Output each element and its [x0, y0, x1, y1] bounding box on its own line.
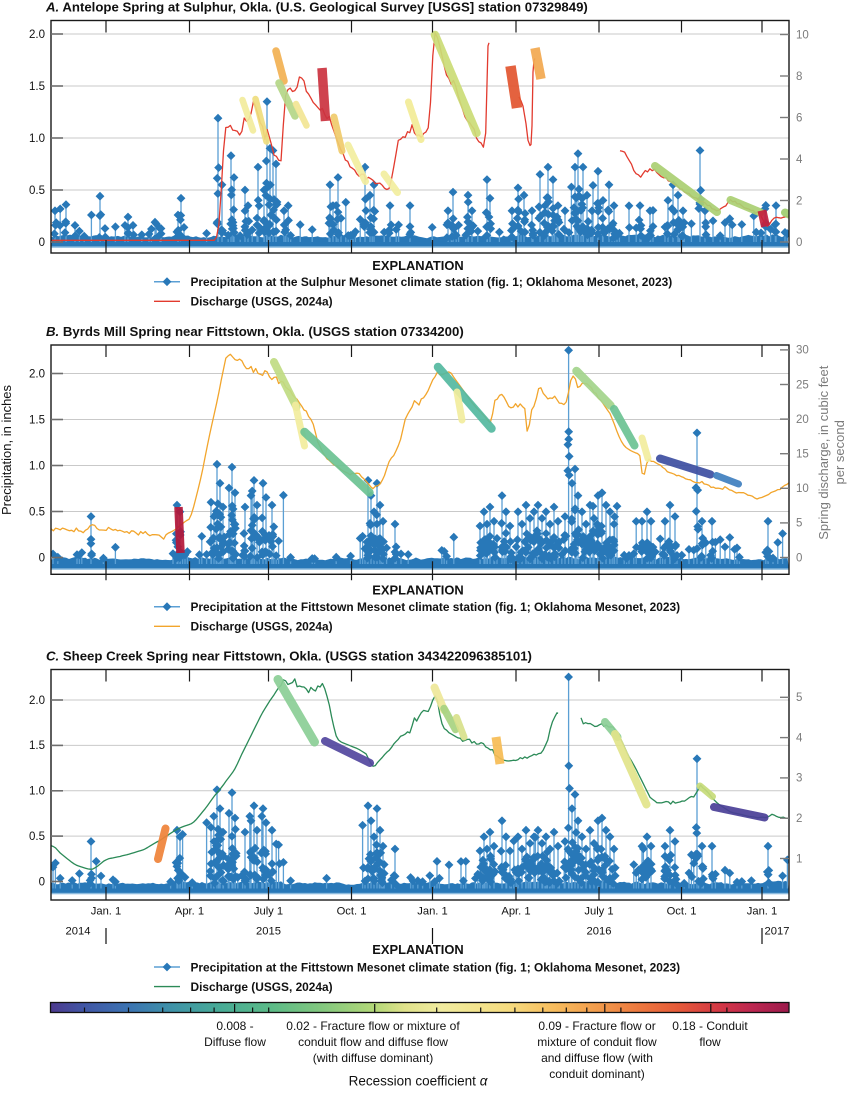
svg-text:10: 10 — [796, 29, 809, 41]
svg-text:0: 0 — [39, 237, 45, 249]
svg-text:Diffuse flow: Diffuse flow — [204, 1035, 266, 1049]
svg-text:2.0: 2.0 — [29, 29, 45, 41]
svg-text:0.5: 0.5 — [29, 506, 45, 518]
svg-text:Jan. 1: Jan. 1 — [747, 906, 777, 918]
svg-text:flow: flow — [699, 1035, 721, 1049]
svg-text:4: 4 — [796, 154, 803, 166]
svg-text:Precipitation at the Sulphur M: Precipitation at the Sulphur Mesonet cli… — [191, 275, 673, 289]
svg-text:5: 5 — [796, 692, 802, 704]
svg-text:Discharge (USGS, 2024a): Discharge (USGS, 2024a) — [191, 620, 333, 634]
svg-text:2014: 2014 — [66, 926, 91, 938]
svg-text:10: 10 — [796, 483, 809, 495]
svg-text:Jan. 1: Jan. 1 — [417, 906, 447, 918]
svg-text:2015: 2015 — [256, 926, 281, 938]
svg-text:2: 2 — [796, 195, 802, 207]
svg-text:1: 1 — [796, 853, 802, 865]
svg-text:and diffuse flow (with: and diffuse flow (with — [541, 1051, 653, 1065]
svg-text:Precipitation, in inches: Precipitation, in inches — [0, 384, 14, 515]
svg-text:C. Sheep Creek Spring near Fit: C. Sheep Creek Spring near Fittstown, Ok… — [46, 649, 532, 664]
svg-text:Oct. 1: Oct. 1 — [337, 906, 367, 918]
svg-text:0.008 -: 0.008 - — [216, 1019, 253, 1033]
svg-text:(with diffuse dominant): (with diffuse dominant) — [313, 1051, 434, 1065]
svg-text:conduit dominant): conduit dominant) — [549, 1067, 644, 1081]
svg-text:3: 3 — [796, 773, 802, 785]
svg-text:Spring discharge, in cubic fee: Spring discharge, in cubic feet — [816, 365, 831, 540]
svg-text:2.0: 2.0 — [29, 695, 45, 707]
svg-text:Oct. 1: Oct. 1 — [667, 906, 697, 918]
svg-text:0.09 - Fracture flow or: 0.09 - Fracture flow or — [538, 1019, 655, 1033]
svg-text:1.0: 1.0 — [29, 133, 45, 145]
svg-text:0: 0 — [796, 237, 802, 249]
svg-text:conduit flow and diffuse flow: conduit flow and diffuse flow — [298, 1035, 448, 1049]
svg-text:0: 0 — [39, 876, 45, 888]
svg-text:Recession coefficient α: Recession coefficient α — [349, 1074, 489, 1089]
svg-text:EXPLANATION: EXPLANATION — [372, 258, 463, 273]
svg-text:0.5: 0.5 — [29, 185, 45, 197]
svg-text:Apr. 1: Apr. 1 — [175, 906, 204, 918]
svg-text:mixture of conduit flow: mixture of conduit flow — [537, 1035, 657, 1049]
svg-text:1.5: 1.5 — [29, 81, 45, 93]
svg-text:Discharge (USGS, 2024a): Discharge (USGS, 2024a) — [191, 980, 333, 994]
svg-text:2017: 2017 — [765, 926, 790, 938]
svg-text:1.5: 1.5 — [29, 414, 45, 426]
svg-text:20: 20 — [796, 414, 809, 426]
svg-text:Discharge (USGS, 2024a): Discharge (USGS, 2024a) — [191, 295, 333, 309]
svg-text:A. Antelope Spring at Sulphur,: A. Antelope Spring at Sulphur, Okla. (U.… — [45, 0, 588, 15]
svg-text:Jan. 1: Jan. 1 — [91, 906, 121, 918]
svg-text:B. Byrds Mill Spring near Fitt: B. Byrds Mill Spring near Fittstown, Okl… — [46, 324, 464, 339]
svg-text:2: 2 — [796, 813, 802, 825]
svg-text:July 1: July 1 — [584, 906, 613, 918]
svg-text:25: 25 — [796, 379, 809, 391]
svg-text:per second: per second — [832, 420, 847, 484]
svg-text:July 1: July 1 — [254, 906, 283, 918]
svg-text:15: 15 — [796, 449, 809, 461]
svg-text:1.5: 1.5 — [29, 740, 45, 752]
svg-text:8: 8 — [796, 71, 802, 83]
svg-text:2016: 2016 — [587, 926, 612, 938]
svg-text:EXPLANATION: EXPLANATION — [372, 583, 463, 598]
svg-text:4: 4 — [796, 732, 803, 744]
svg-text:1.0: 1.0 — [29, 786, 45, 798]
svg-text:6: 6 — [796, 112, 802, 124]
svg-text:5: 5 — [796, 518, 802, 530]
svg-text:Apr. 1: Apr. 1 — [501, 906, 530, 918]
svg-text:30: 30 — [796, 345, 809, 357]
svg-text:Precipitation at the Fittstown: Precipitation at the Fittstown Mesonet c… — [191, 960, 681, 974]
svg-text:0: 0 — [39, 552, 45, 564]
svg-text:0.5: 0.5 — [29, 831, 45, 843]
svg-text:0.18 - Conduit: 0.18 - Conduit — [672, 1019, 748, 1033]
svg-text:EXPLANATION: EXPLANATION — [372, 942, 463, 957]
svg-text:1.0: 1.0 — [29, 460, 45, 472]
svg-text:Precipitation at the Fittstown: Precipitation at the Fittstown Mesonet c… — [191, 600, 681, 614]
svg-text:0: 0 — [796, 552, 802, 564]
svg-text:2.0: 2.0 — [29, 368, 45, 380]
svg-text:0.02 - Fracture flow or mixtur: 0.02 - Fracture flow or mixture of — [286, 1019, 460, 1033]
